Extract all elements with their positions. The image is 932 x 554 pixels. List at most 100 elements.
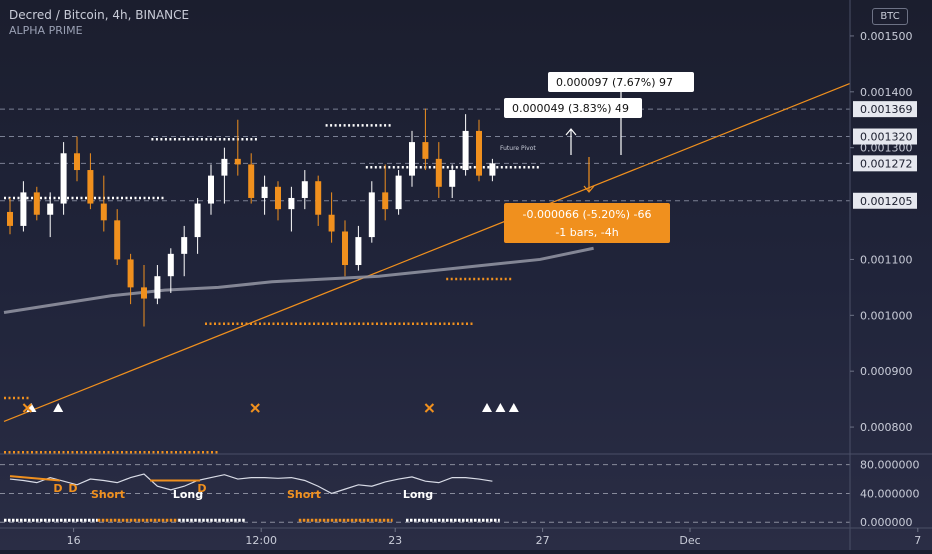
- candle-body: [395, 175, 402, 210]
- candle-body: [462, 130, 469, 171]
- measure-label-mid-box: [504, 98, 642, 118]
- candle-body: [355, 237, 362, 266]
- measure-label-top: 0.000097 (7.67%) 97: [556, 76, 673, 89]
- time-tick-label: 12:00: [245, 534, 277, 547]
- short-signal-cross: [424, 403, 435, 413]
- price-level-badge: [853, 155, 917, 172]
- candle-body: [60, 153, 67, 204]
- annotation-layer: 0.000097 (7.67%) 97 0.000049 (3.83%) 49 -0…: [500, 72, 694, 243]
- trend-line: [3, 82, 851, 423]
- candle-body: [409, 142, 415, 176]
- time-tick-label: 27: [536, 534, 550, 547]
- candle-body: [127, 259, 134, 288]
- candle-body: [368, 192, 375, 238]
- time-tick-label: Dec: [679, 534, 700, 547]
- price-level-label: 0.001320: [860, 131, 913, 144]
- candle-body: [181, 237, 188, 254]
- candle-body: [20, 192, 27, 226]
- candle-body: [114, 220, 121, 260]
- candle-body: [328, 214, 335, 232]
- osc-signal-label: Short: [91, 488, 125, 501]
- candle-body: [422, 142, 429, 159]
- candle-body: [221, 158, 228, 176]
- measure-label-down: -0.000066 (-5.20%) -66: [523, 208, 652, 221]
- price-tick-label: 0.001500: [860, 30, 913, 43]
- candle-body: [33, 192, 40, 215]
- oscillator-line: [9, 473, 493, 495]
- candle-body: [47, 203, 54, 215]
- candle-body: [87, 170, 94, 204]
- candle-body: [248, 164, 255, 198]
- measure-label-bars: -1 bars, -4h: [555, 226, 618, 239]
- candle-body: [288, 197, 295, 210]
- measure-label-mid: 0.000049 (3.83%) 49: [512, 102, 629, 115]
- candle-body: [476, 130, 482, 176]
- candle-body: [342, 231, 348, 266]
- price-level-badge: [853, 128, 917, 145]
- price-tick-label: 0.001000: [860, 309, 913, 322]
- chart-header: Decred / Bitcoin, 4h, BINANCE ALPHA PRIM…: [9, 7, 189, 39]
- candle-body: [234, 158, 241, 165]
- moving-average-line: [3, 246, 594, 315]
- currency-badge[interactable]: BTC: [872, 8, 908, 25]
- future-pivot-label: Future Pivot: [500, 145, 536, 152]
- long-signal-triangle: [508, 403, 519, 412]
- price-level-badge: [853, 101, 917, 118]
- levels-layer: [4, 124, 540, 454]
- osc-divergence-line: [9, 475, 61, 482]
- candle-body: [7, 211, 13, 226]
- price-tick-label: 0.001400: [860, 86, 913, 99]
- osc-signal-label: D: [53, 482, 62, 495]
- candle-body: [208, 175, 214, 204]
- trend-layer: [3, 82, 851, 423]
- price-tick-label: 0.000800: [860, 421, 913, 434]
- osc-tick-label: 40.000000: [860, 487, 920, 500]
- osc-signal-label: D: [197, 482, 206, 495]
- time-tick-label: 16: [67, 534, 81, 547]
- long-signal-triangle: [495, 403, 506, 412]
- candle-layer: [7, 108, 496, 327]
- symbol-title: Decred / Bitcoin, 4h, BINANCE: [9, 8, 190, 22]
- osc-signal-label: Long: [173, 488, 203, 501]
- price-tick-label: 0.001100: [860, 253, 913, 266]
- short-signal-cross: [250, 403, 260, 413]
- osc-signal-label: Long: [403, 488, 433, 501]
- price-level-label: 0.001205: [860, 195, 913, 208]
- time-tick-label: 23: [388, 534, 402, 547]
- candle-body: [275, 186, 281, 210]
- measure-label-down-box: [504, 203, 670, 243]
- long-signal-triangle: [482, 403, 492, 412]
- candle-body: [100, 203, 107, 221]
- candle-body: [74, 153, 80, 171]
- measure-arrowhead-mid: [565, 128, 577, 136]
- candle-body: [301, 181, 308, 198]
- candle-body: [194, 203, 201, 238]
- long-signal-triangle: [53, 403, 64, 412]
- candle-body: [167, 253, 174, 277]
- indicator-name: ALPHA PRIME: [9, 24, 83, 37]
- candle-body: [141, 287, 147, 299]
- marker-layer: [22, 403, 519, 413]
- osc-tick-label: 80.000000: [860, 459, 920, 472]
- measure-label-top-box: [548, 72, 694, 92]
- measure-arrowhead-down: [583, 185, 595, 193]
- candle-body: [315, 181, 322, 215]
- candle-body: [489, 163, 496, 176]
- time-tick-label: 7: [914, 534, 921, 547]
- price-tick-label: 0.000900: [860, 365, 913, 378]
- price-level-badge: [853, 192, 917, 209]
- candle-body: [449, 170, 456, 187]
- price-level-label: 0.001272: [860, 157, 913, 170]
- candle-body: [382, 192, 389, 210]
- osc-signal-label: D: [68, 482, 77, 495]
- price-level-label: 0.001369: [860, 103, 913, 116]
- osc-tick-label: 0.000000: [860, 516, 913, 529]
- osc-signal-label: Short: [287, 488, 321, 501]
- price-tick-label: 0.001300: [860, 142, 913, 155]
- candle-body: [154, 276, 161, 299]
- candle-body: [435, 158, 442, 187]
